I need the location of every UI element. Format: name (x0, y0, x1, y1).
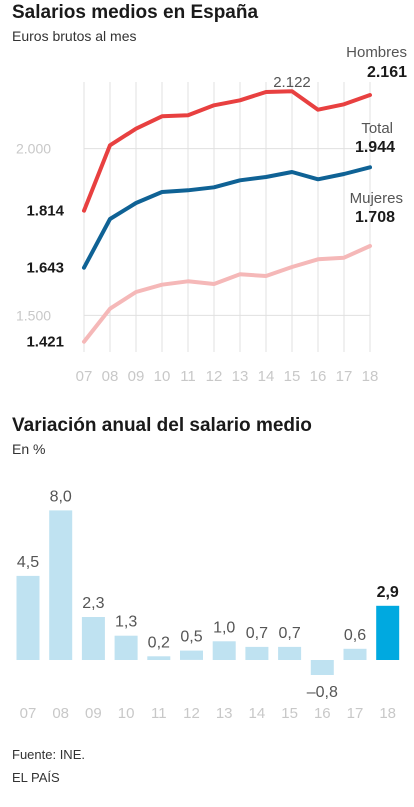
bar-09 (81, 617, 105, 660)
x-tick-label: 12 (206, 368, 223, 385)
legend-label-mujeres: Mujeres (350, 190, 403, 207)
bar-value-label: 0,7 (278, 625, 300, 642)
x-tick-label: 16 (310, 368, 327, 385)
bar-value-label: 8,0 (50, 488, 72, 505)
bar-value-label: 0,7 (246, 625, 268, 642)
bar-18 (376, 605, 400, 660)
bar-16 (310, 660, 334, 675)
peak-label: 2.122 (273, 74, 311, 91)
bar-x-tick-label: 14 (249, 705, 266, 722)
bar-value-label: 1,0 (213, 619, 235, 636)
x-tick-label: 15 (284, 368, 301, 385)
x-tick-label: 17 (336, 368, 353, 385)
series-line-hombres (82, 89, 372, 213)
end-label-mujeres: 1.708 (355, 209, 395, 226)
bar-08 (49, 510, 73, 660)
line-chart-title: Salarios medios en España (12, 2, 259, 23)
x-tick-label: 10 (154, 368, 171, 385)
bar-value-label: –0,8 (307, 684, 338, 701)
bar-x-tick-label: 09 (85, 705, 102, 722)
bar-07 (16, 575, 40, 660)
legend-label-hombres: Hombres (346, 44, 407, 61)
bar-chart: 4,5 07 8,0 08 2,3 09 1,3 10 0,2 11 0,5 12 1,0 13 0,7 14… (16, 488, 400, 722)
bar-12 (180, 650, 203, 660)
bar-13 (212, 641, 236, 660)
bar-chart-subtitle: En % (12, 441, 46, 457)
x-tick-label: 18 (362, 368, 379, 385)
x-tick-label: 09 (128, 368, 145, 385)
y-tick-label: 2.000 (16, 141, 51, 157)
bar-value-label: 0,2 (148, 634, 170, 651)
y-tick-label: 1.500 (16, 307, 51, 323)
bar-value-label: 0,6 (344, 627, 366, 644)
bar-x-tick-label: 18 (379, 705, 396, 722)
bar-10 (114, 635, 138, 660)
bar-11 (147, 656, 171, 660)
bar-x-tick-label: 16 (314, 705, 331, 722)
legend-label-total: Total (361, 120, 393, 137)
bar-x-tick-label: 08 (52, 705, 69, 722)
line-chart: 1.500 2.000 07 08 09 10 11 12 13 14 15 16 17 18 1.814 1… (16, 44, 407, 385)
x-tick-label: 11 (180, 368, 196, 385)
bar-x-tick-label: 10 (118, 705, 135, 722)
bar-x-tick-label: 11 (151, 705, 167, 722)
brand-name: EL PAÍS (12, 770, 60, 785)
start-label-total: 1.643 (26, 260, 64, 277)
start-label-mujeres: 1.421 (26, 334, 64, 351)
line-chart-subtitle: Euros brutos al mes (12, 28, 137, 44)
x-tick-label: 08 (102, 368, 119, 385)
bar-x-tick-label: 12 (183, 705, 200, 722)
bar-x-tick-label: 07 (20, 705, 37, 722)
bar-x-tick-label: 13 (216, 705, 233, 722)
start-label-hombres: 1.814 (26, 203, 64, 220)
end-label-hombres: 2.161 (367, 64, 407, 81)
x-tick-label: 14 (258, 368, 275, 385)
bar-value-label: 1,3 (115, 614, 137, 631)
bar-17 (343, 648, 367, 660)
bar-value-label: 2,9 (377, 584, 399, 601)
bar-value-label: 0,5 (180, 629, 202, 646)
bar-x-tick-label: 15 (281, 705, 298, 722)
bar-x-tick-label: 17 (347, 705, 364, 722)
bar-value-label: 2,3 (82, 595, 104, 612)
source-note: Fuente: INE. (12, 747, 85, 762)
x-tick-label: 13 (232, 368, 249, 385)
x-tick-label: 07 (76, 368, 93, 385)
series-line-mujeres (82, 244, 372, 344)
end-label-total: 1.944 (355, 139, 395, 156)
series-line-total (82, 165, 372, 270)
bar-value-label: 4,5 (17, 554, 39, 571)
bar-15 (278, 646, 302, 660)
bar-14 (245, 646, 269, 660)
bar-chart-title: Variación anual del salario medio (12, 415, 312, 436)
